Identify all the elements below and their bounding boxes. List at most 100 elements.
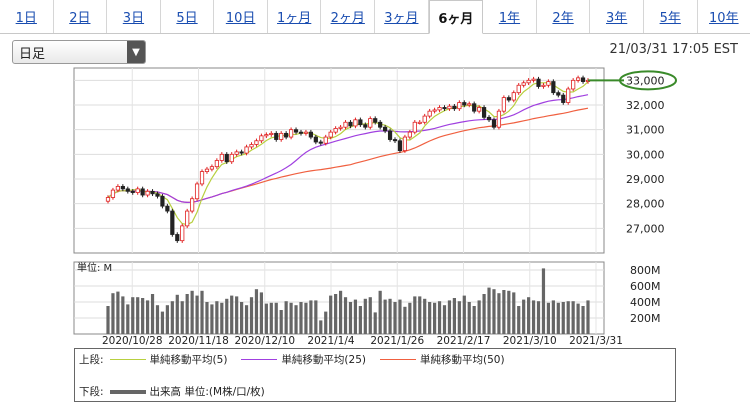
tab-3[interactable]: 5日 [161,0,215,33]
candle-body [580,77,586,82]
volume-bar [274,302,278,334]
volume-bar [249,297,254,334]
tab-5[interactable]: 1ヶ月 [268,0,322,33]
volume-bar [200,290,204,334]
tab-11[interactable]: 3年 [590,0,644,33]
candle-body [264,134,269,137]
volume-bar [502,290,506,334]
tab-1[interactable]: 2日 [54,0,108,33]
tab-4[interactable]: 10日 [214,0,268,33]
interval-select[interactable]: 日足 ▼ [12,40,146,64]
candle-body [338,126,343,129]
candle-body [199,171,205,185]
tab-8[interactable]: 6ヶ月 [428,0,484,34]
candle-body [194,183,200,200]
x-tick-label: 2020/11/18 [168,335,229,347]
candle-body [303,131,309,134]
candle-body [432,109,437,112]
volume-bar [398,299,402,334]
volume-bar [536,301,541,334]
candle-body [284,132,289,138]
candle-body [477,107,482,112]
x-tick-label: 2021/1/26 [370,335,424,347]
tab-0[interactable]: 1日 [0,0,54,33]
volume-unit-label: 単位: M [77,261,112,274]
volume-bar [121,296,125,334]
volume-bar [195,295,199,334]
candle-body [561,94,566,103]
candle-body [447,105,452,110]
legend-ma50: 単純移動平均(50) [379,352,505,367]
volume-bar [403,306,407,334]
tab-6[interactable]: 2ヶ月 [321,0,376,33]
volume-bar [581,306,585,334]
candle-body [383,126,388,132]
tab-13[interactable]: 10年 [709,11,739,26]
volume-bar [432,302,437,334]
volume-bar [393,302,397,334]
volume-bar [472,306,476,334]
current-price-highlight [619,70,677,91]
candle-body [209,166,215,170]
volume-bar [155,305,160,334]
legend-ma50-label: 単純移動平均(50) [419,354,505,366]
candle-body [140,188,145,196]
candle-body [343,121,348,128]
volume-bar [447,300,452,334]
volume-bar [343,297,348,334]
volume-bar [408,302,412,334]
volume-bar [418,296,422,334]
candle-body [353,119,358,127]
tab-9[interactable]: 1年 [483,0,537,33]
candle-body [363,124,368,128]
volume-bar [190,290,194,334]
candle-body [511,92,516,101]
volume-bar [467,302,471,334]
candle-body [407,131,412,138]
volume-bar [210,304,214,334]
price-tick-label: 27,000 [626,222,665,235]
candle-body [546,81,551,86]
candle-body [427,110,432,117]
volume-bar [517,306,521,334]
candle-body [190,198,195,212]
tab-10[interactable]: 2年 [537,0,591,33]
volume-bar [180,301,184,334]
candle-body [442,107,447,110]
price-tick-label: 29,000 [626,173,665,186]
candle-body [551,81,556,94]
candle-body [274,132,279,140]
candle-body [244,146,249,154]
candle-body [135,188,140,193]
volume-bar [215,301,219,334]
volume-tick-label: 800M [630,264,661,277]
candle-body [526,79,531,84]
volume-bar [244,305,249,334]
volume-bar [240,302,244,334]
candle-body [481,107,487,118]
candle-body [392,139,398,142]
legend-ma25-swatch [241,359,278,360]
volume-bar [457,301,461,334]
volume-bar [556,302,560,334]
volume-bar [531,300,536,334]
volume-bar [452,298,456,334]
candle-body [412,121,417,133]
candle-body [397,140,403,152]
volume-bar [348,302,353,334]
volume-bar [334,294,338,334]
candle-body [145,190,150,196]
tab-7[interactable]: 3ヶ月 [375,0,429,33]
tab-2[interactable]: 3日 [107,0,161,33]
candle-body [462,102,467,106]
volume-bar [497,293,501,334]
volume-bar [353,299,358,334]
volume-bar [428,302,432,334]
candle-body [556,92,561,96]
volume-bar [230,295,234,334]
volume-bar [462,295,466,334]
candle-body [541,84,546,87]
period-tabs: 1日 2日 3日 5日 10日 1ヶ月 2ヶ月 3ヶ月 6ヶ月 1年 2年 3年 5年 10年 [0,0,750,34]
tab-12[interactable]: 5年 [644,0,698,33]
